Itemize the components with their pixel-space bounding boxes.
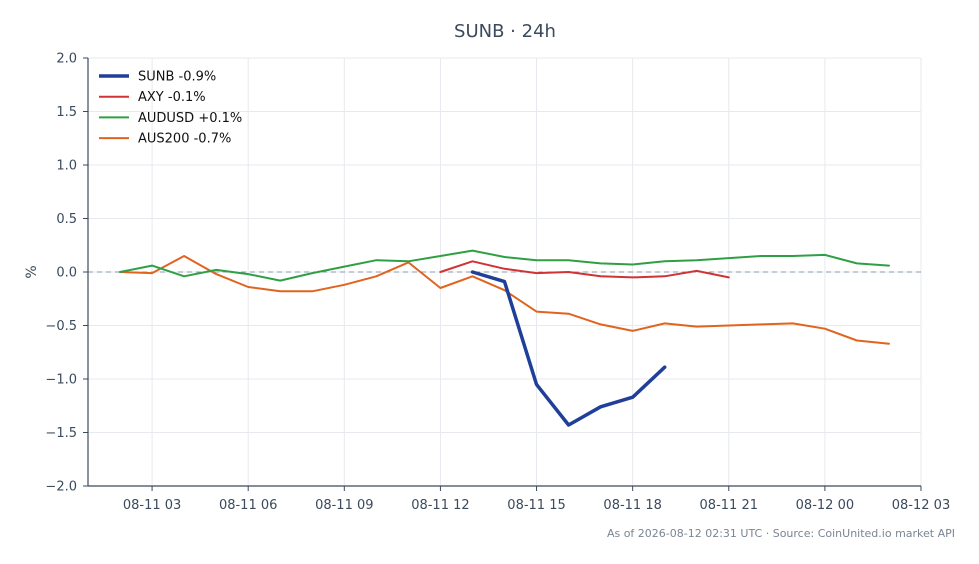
y-axis-label: %	[24, 265, 40, 278]
x-tick-label: 08-11 03	[123, 498, 181, 513]
y-tick-label: −1.0	[45, 373, 77, 388]
y-tick-label: −2.0	[45, 480, 77, 495]
x-tick-label: 08-12 03	[892, 498, 950, 513]
x-tick-label: 08-11 09	[315, 498, 373, 513]
legend-label-0: SUNB -0.9%	[138, 70, 216, 85]
source-footer: As of 2026-08-12 02:31 UTC · Source: Coi…	[607, 527, 955, 540]
x-axis-ticks: 08-11 03 08-11 06 08-11 09 08-11 12 08-11 15…	[123, 486, 950, 513]
legend-label-1: AXY -0.1%	[138, 90, 206, 105]
chart-title: SUNB · 24h	[454, 21, 556, 42]
legend-label-2: AUDUSD +0.1%	[138, 111, 242, 126]
y-tick-label: 1.0	[56, 159, 77, 174]
y-axis-ticks: −2.0 −1.5 −1.0 −0.5 0.0 0.5 1.0 1.5 2.0	[45, 52, 88, 495]
x-tick-label: 08-11 21	[700, 498, 758, 513]
y-tick-label: −0.5	[45, 319, 77, 334]
series-line-0	[470, 270, 667, 427]
series-line-1	[439, 260, 730, 279]
x-tick-label: 08-11 15	[507, 498, 565, 513]
y-tick-label: −1.5	[45, 426, 77, 441]
y-tick-label: 0.0	[56, 266, 77, 281]
x-tick-label: 08-11 06	[219, 498, 277, 513]
legend: SUNB -0.9% AXY -0.1% AUDUSD +0.1% AUS200 -0…	[99, 70, 242, 147]
y-tick-label: 1.5	[56, 105, 77, 120]
y-tick-label: 0.5	[56, 212, 77, 227]
x-tick-label: 08-12 00	[796, 498, 854, 513]
x-tick-label: 08-11 12	[411, 498, 469, 513]
y-tick-label: 2.0	[56, 52, 77, 67]
series-line-2	[119, 249, 890, 282]
series-line-3	[119, 255, 890, 345]
x-tick-label: 08-11 18	[603, 498, 661, 513]
legend-label-3: AUS200 -0.7%	[138, 132, 231, 147]
series-lines	[119, 249, 890, 427]
